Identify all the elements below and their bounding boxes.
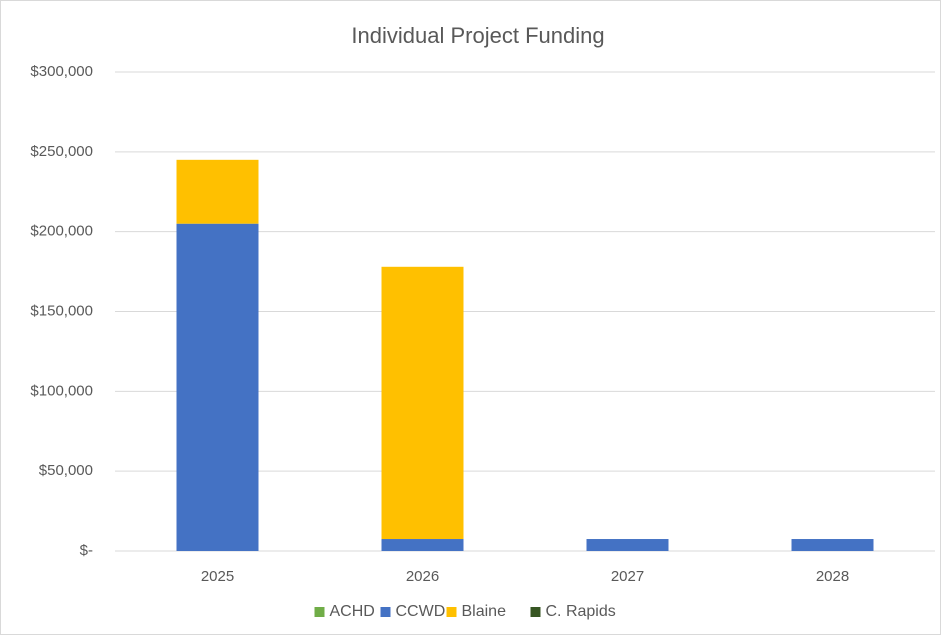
x-tick-label: 2028 (816, 568, 849, 585)
chart-title: Individual Project Funding (351, 23, 604, 48)
bar-segment (586, 539, 669, 551)
legend-label: C. Rapids (546, 603, 616, 620)
y-tick-label: $100,000 (30, 382, 93, 399)
y-tick-label: $150,000 (30, 302, 93, 319)
bar-segment (381, 539, 464, 551)
x-tick-label: 2025 (201, 568, 234, 585)
bar-segment (381, 266, 464, 540)
x-tick-label: 2026 (406, 568, 439, 585)
y-tick-label: $300,000 (30, 63, 93, 80)
bar-segment (176, 159, 259, 224)
legend-swatch (314, 607, 325, 617)
legend-label: Blaine (462, 603, 507, 620)
legend-label: ACHD (330, 603, 375, 620)
bar-segment (176, 223, 259, 551)
bar-segment (791, 539, 874, 551)
y-tick-label: $50,000 (39, 462, 93, 479)
x-tick-label: 2027 (611, 568, 644, 585)
legend-swatch (530, 607, 541, 617)
y-tick-label: $- (80, 542, 93, 559)
legend-swatch (446, 607, 457, 617)
legend-label: CCWD (396, 603, 446, 620)
legend-swatch (380, 607, 391, 617)
y-tick-label: $250,000 (30, 143, 93, 160)
y-tick-label: $200,000 (30, 223, 93, 240)
